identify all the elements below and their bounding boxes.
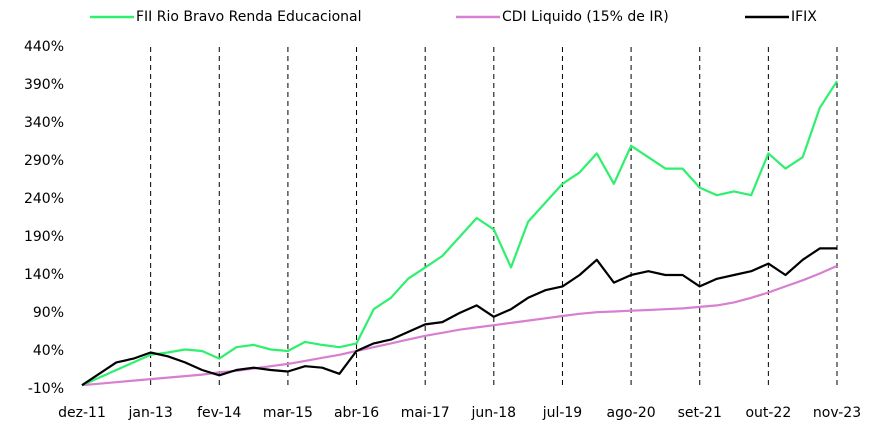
- x-tick-label: jan-13: [128, 405, 173, 421]
- series-line: [81, 247, 837, 387]
- legend-label: CDI Liquido (15% de IR): [502, 9, 669, 25]
- x-tick-label: mar-15: [263, 405, 313, 421]
- x-tick-label: dez-11: [58, 405, 106, 421]
- y-tick-label: 190%: [24, 229, 64, 245]
- y-tick-label: 140%: [24, 267, 64, 283]
- x-tick-label: ago-20: [607, 405, 656, 421]
- legend-label: FII Rio Bravo Renda Educacional: [136, 9, 362, 25]
- y-tick-label: 290%: [24, 153, 64, 169]
- x-tick-label: jun-18: [471, 405, 517, 421]
- x-tick-label: abr-16: [334, 405, 379, 421]
- x-tick-label: set-21: [678, 405, 722, 421]
- x-tick-label: jul-19: [542, 405, 583, 421]
- x-tick-label: mai-17: [401, 405, 450, 421]
- y-tick-label: 390%: [24, 77, 64, 93]
- x-tick-label: fev-14: [197, 405, 241, 421]
- x-tick-label: out-22: [745, 405, 791, 421]
- legend-label: IFIX: [791, 9, 817, 25]
- y-tick-label: -10%: [28, 381, 64, 397]
- y-tick-label: 440%: [24, 39, 64, 55]
- y-tick-label: 40%: [33, 343, 64, 359]
- y-tick-label: 90%: [33, 305, 64, 321]
- y-tick-label: 340%: [24, 115, 64, 131]
- series-line: [81, 264, 838, 387]
- x-tick-label: nov-23: [813, 405, 861, 421]
- series-line: [81, 80, 838, 387]
- y-tick-label: 240%: [24, 191, 64, 207]
